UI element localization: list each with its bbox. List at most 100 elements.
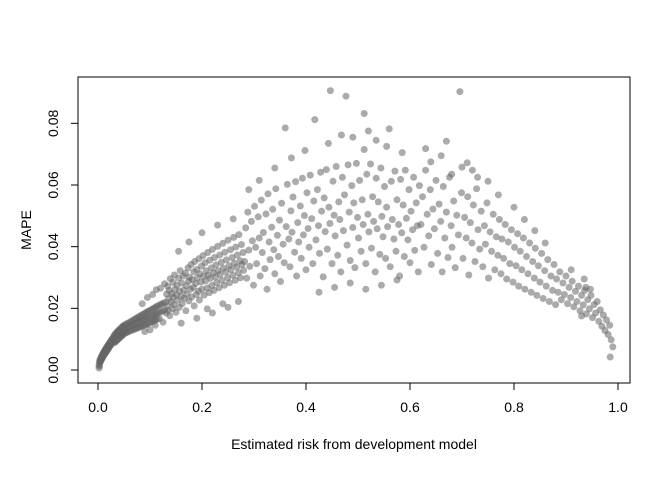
data-point xyxy=(365,228,373,236)
data-point xyxy=(216,251,224,259)
data-point xyxy=(494,251,502,259)
data-point xyxy=(552,301,560,309)
data-point xyxy=(293,272,301,280)
data-point xyxy=(596,306,604,314)
data-point xyxy=(468,239,476,247)
data-point xyxy=(585,305,593,313)
data-point xyxy=(453,211,461,219)
data-point xyxy=(299,231,307,239)
data-point xyxy=(486,228,494,236)
data-point xyxy=(364,210,372,218)
data-point xyxy=(485,274,492,282)
data-point xyxy=(322,166,330,174)
data-point xyxy=(609,343,617,351)
data-point xyxy=(240,266,248,274)
data-point xyxy=(193,314,201,322)
data-point xyxy=(419,193,426,201)
data-point xyxy=(567,266,575,274)
data-point xyxy=(198,229,206,237)
data-point xyxy=(185,238,193,246)
data-point xyxy=(593,298,601,305)
data-point xyxy=(295,238,303,246)
data-point xyxy=(390,235,398,243)
data-point xyxy=(518,266,526,274)
data-point xyxy=(354,213,361,221)
data-point xyxy=(176,267,184,275)
data-point xyxy=(282,223,290,231)
data-point xyxy=(233,263,241,271)
data-point xyxy=(500,254,508,262)
data-point xyxy=(200,291,208,299)
data-point xyxy=(372,136,380,144)
data-point xyxy=(323,245,331,253)
x-tick-label: 0.8 xyxy=(504,399,524,415)
data-point xyxy=(530,274,538,282)
data-point xyxy=(364,127,372,135)
data-point xyxy=(526,239,534,247)
data-point xyxy=(442,137,450,145)
data-point xyxy=(397,175,405,183)
data-point xyxy=(329,177,337,185)
data-point xyxy=(358,196,366,204)
data-point xyxy=(312,236,320,244)
data-point xyxy=(402,214,410,222)
data-point xyxy=(182,307,190,315)
data-point xyxy=(250,281,257,289)
data-point xyxy=(138,300,146,308)
data-point xyxy=(539,295,547,302)
data-point xyxy=(257,196,265,204)
data-point xyxy=(466,219,474,227)
data-point xyxy=(536,278,544,286)
data-point xyxy=(351,264,359,272)
data-point xyxy=(523,253,530,260)
data-point xyxy=(458,163,466,171)
x-axis-title: Estimated risk from development model xyxy=(231,436,477,452)
data-point xyxy=(279,240,287,248)
data-point xyxy=(370,217,378,225)
x-tick-label: 0.0 xyxy=(88,399,108,415)
data-point xyxy=(228,254,236,261)
y-tick-label: 0.02 xyxy=(45,294,61,321)
data-point xyxy=(406,259,414,267)
data-point xyxy=(448,170,456,178)
data-point xyxy=(404,236,412,244)
data-point xyxy=(346,279,354,287)
data-point xyxy=(498,235,506,243)
data-point xyxy=(565,283,573,291)
data-point xyxy=(224,236,232,244)
data-point xyxy=(423,210,431,218)
data-point xyxy=(560,291,568,298)
data-point xyxy=(243,274,251,282)
data-point xyxy=(255,176,263,184)
data-point xyxy=(393,276,401,284)
data-point xyxy=(177,319,185,327)
y-axis-title-text: MAPE xyxy=(18,210,34,250)
data-point xyxy=(373,225,381,233)
data-point xyxy=(544,256,552,264)
x-tick-label: 1.0 xyxy=(608,399,628,415)
data-point xyxy=(221,248,229,256)
data-point xyxy=(454,231,462,239)
data-point xyxy=(568,277,576,285)
data-point xyxy=(156,284,164,292)
data-point xyxy=(316,249,323,257)
data-point xyxy=(607,336,615,344)
data-point xyxy=(521,285,529,293)
data-point xyxy=(271,270,279,278)
data-point xyxy=(190,302,198,310)
x-axis: 0.0 0.2 0.4 0.6 0.8 1.0 xyxy=(88,383,628,415)
data-point xyxy=(547,272,555,280)
data-point xyxy=(359,221,367,228)
data-point xyxy=(273,231,281,239)
data-point xyxy=(313,186,321,194)
data-point xyxy=(377,164,385,172)
data-point xyxy=(306,171,314,179)
data-point xyxy=(511,243,518,251)
y-tick-label: 0.04 xyxy=(45,233,61,260)
data-point xyxy=(343,241,351,249)
data-point xyxy=(281,124,289,132)
data-point xyxy=(252,243,260,251)
data-point xyxy=(259,229,267,236)
data-point xyxy=(263,285,271,293)
data-point xyxy=(384,223,392,231)
